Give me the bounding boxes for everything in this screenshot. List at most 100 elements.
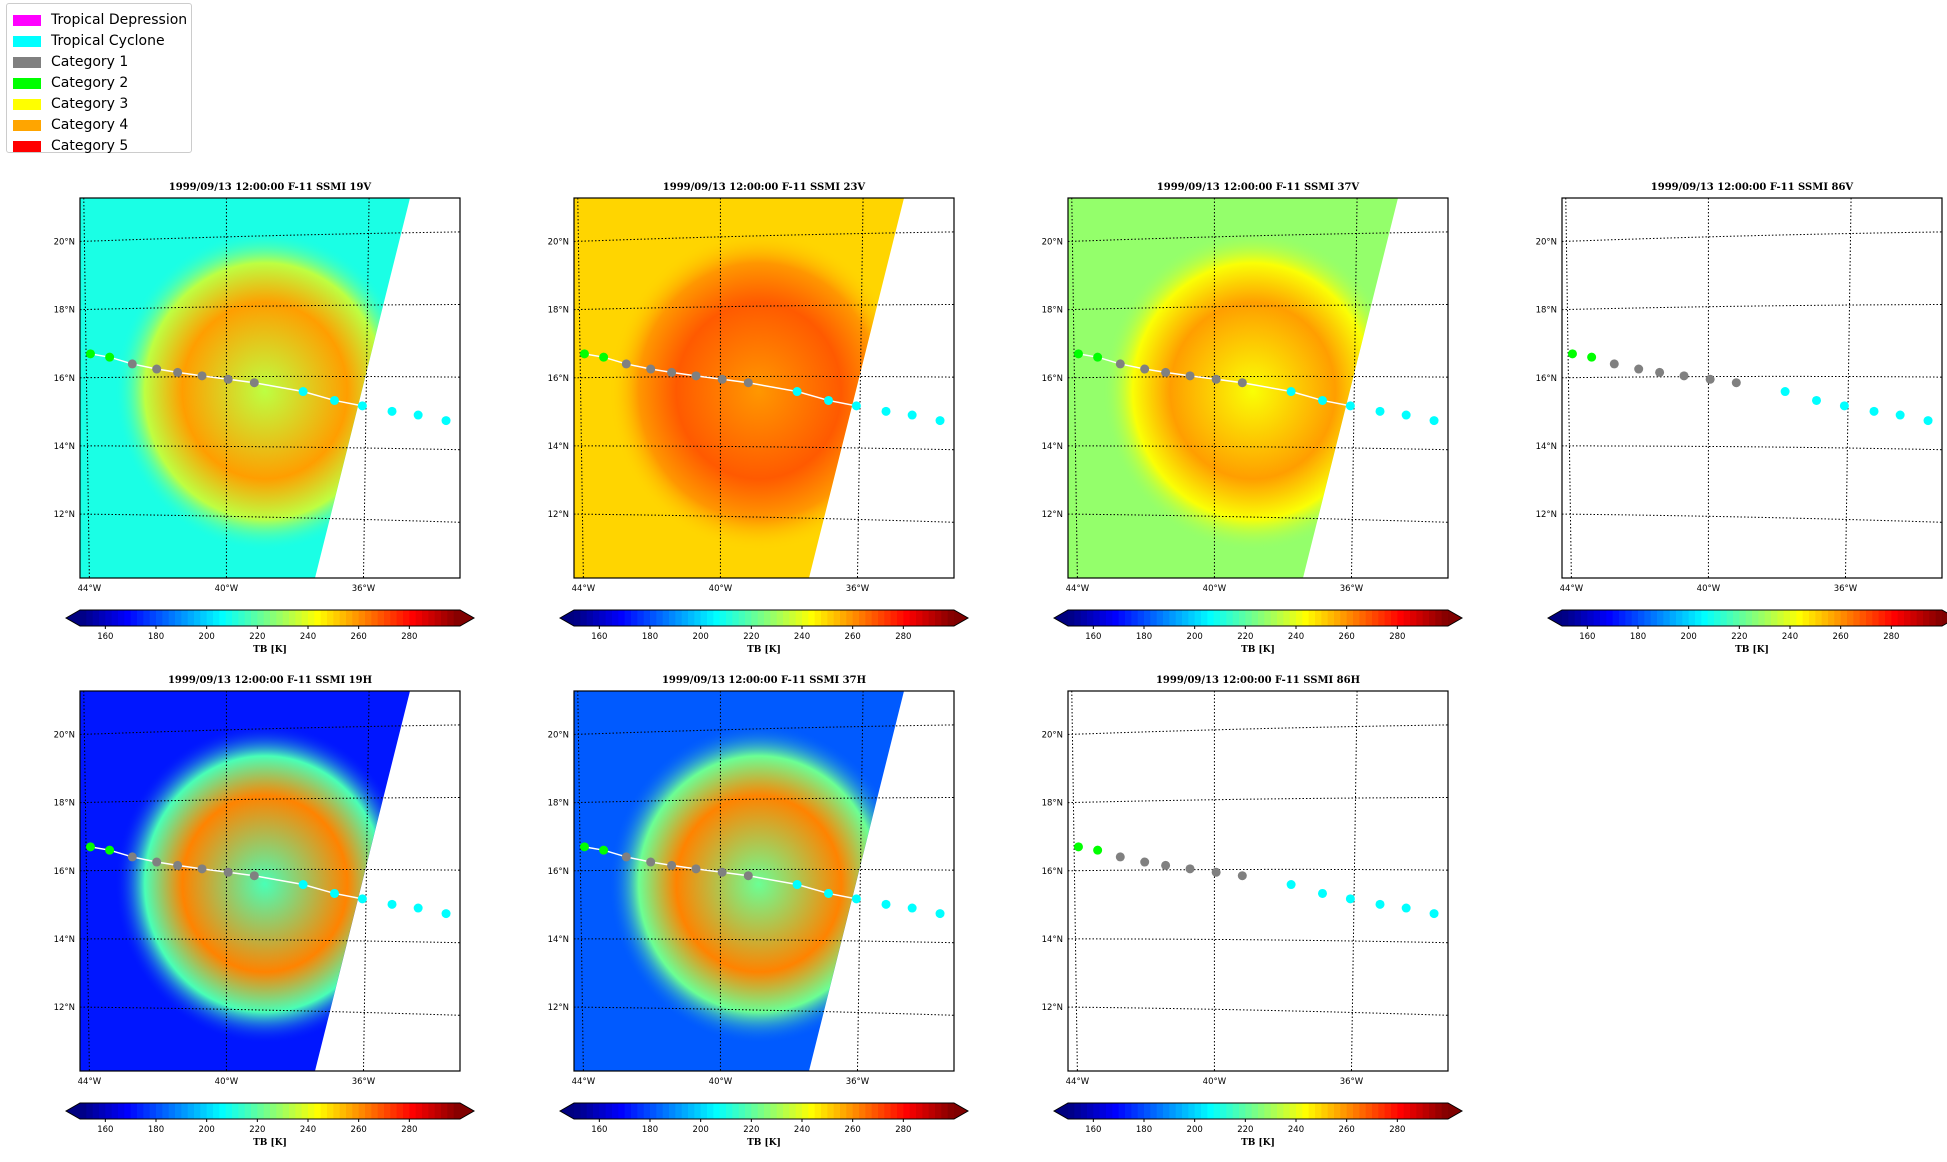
colorbar-segment [105,1103,113,1119]
colorbar-segment [156,1103,163,1119]
colorbar-segment [1441,610,1449,626]
colorbar-segment [447,1103,455,1119]
colorbar-segment [1391,1103,1398,1119]
legend-label: Tropical Cyclone [51,33,165,49]
lon-tick-label: 44°W [78,584,102,594]
colorbar-segment [1258,1103,1265,1119]
lat-gridline [1068,231,1448,242]
colorbar-segment [137,610,144,626]
track-point [579,842,589,852]
colorbar-segment [1334,1103,1341,1119]
colorbar-segment [333,610,341,626]
lat-gridline [574,445,954,451]
track-point [646,857,656,867]
colorbar-segment [1802,610,1810,626]
colorbar-segment [1726,610,1734,626]
colorbar-segment [200,610,208,626]
track-point [105,845,115,855]
colorbar-segment [707,1103,714,1119]
colorbar-segment [1131,610,1139,626]
colorbar-segment [118,610,125,626]
colorbar-segment [200,1103,208,1119]
colorbar-segment [624,610,632,626]
colorbar-segment [384,1103,391,1119]
colorbar-segment [738,610,746,626]
track-point [1317,888,1327,898]
colorbar-segment [453,610,461,626]
track-point [1839,401,1849,411]
colorbar-segment [1226,1103,1234,1119]
colorbar-segment [1859,610,1867,626]
map-chart: 1999/09/13 12:00:00 F-11 SSMI 37V 20°N 18°… [1042,182,1464,655]
colorbar-segment [878,610,885,626]
colorbar-segment [1372,1103,1379,1119]
colorbar-segment [206,610,214,626]
track-point [599,352,609,362]
lon-tick-label: 44°W [1066,584,1090,594]
colorbar-segment [1372,610,1379,626]
colorbar-segment [1891,610,1899,626]
colorbar-segment [130,610,138,626]
colorbar-segment [941,1103,949,1119]
lat-tick-label: 12°N [1042,1003,1063,1013]
colorbar-extend-high [954,610,968,626]
colorbar-segment [1796,610,1804,626]
lon-tick-label: 36°W [1340,584,1364,594]
chart-panel-86h: 1999/09/13 12:00:00 F-11 SSMI 86H 20°N 18°… [988,673,1478,1153]
colorbar-segment [1353,1103,1360,1119]
lon-tick-label: 36°W [352,584,376,594]
colorbar-segment [257,1103,265,1119]
colorbar-segment [1631,610,1639,626]
colorbar-segment [346,1103,353,1119]
lat-tick-label: 20°N [548,237,569,247]
colorbar-segment [1435,610,1443,626]
colorbar-segment [213,1103,220,1119]
colorbar-segment [1682,610,1690,626]
colorbar-segment [143,1103,151,1119]
legend-swatch [13,14,41,26]
colorbar-segment [137,1103,144,1119]
colorbar-segment [92,1103,100,1119]
colorbar-segment [1714,610,1721,626]
colorbar-tick-label: 260 [351,1125,367,1135]
track-point [1705,374,1715,384]
lon-tick-label: 36°W [1834,584,1858,594]
colorbar-segment [669,1103,676,1119]
lat-gridline [80,375,460,379]
lat-gridline [574,375,954,379]
track-point [1115,359,1125,369]
colorbar-tick-label: 180 [148,1125,164,1135]
track-point [1317,395,1327,405]
track-point [1429,909,1439,919]
colorbar-segment [1264,1103,1272,1119]
colorbar-segment [99,1103,106,1119]
colorbar-tick-label: 220 [1237,632,1253,642]
colorbar-segment [814,1103,822,1119]
colorbar-segment [909,1103,917,1119]
colorbar-segment [1397,1103,1405,1119]
colorbar-segment [92,610,100,626]
legend-swatch [13,119,41,131]
colorbar-segment [238,1103,246,1119]
colorbar-segment [922,1103,930,1119]
lat-tick-label: 14°N [1042,442,1063,452]
colorbar-segment [1277,1103,1284,1119]
lon-gridline [1565,198,1572,578]
colorbar-label: TB [K] [747,1138,781,1148]
track-point [823,888,833,898]
colorbar-segment [1441,1103,1449,1119]
colorbar-segment [1125,1103,1132,1119]
colorbar-segment [1422,1103,1430,1119]
colorbar-segment [574,1103,581,1119]
colorbar-segment [745,1103,752,1119]
colorbar-segment [1315,1103,1322,1119]
colorbar-segment [1612,610,1620,626]
colorbar-tick-label: 160 [591,632,607,642]
colorbar-segment [688,1103,695,1119]
colorbar-segment [1733,610,1740,626]
lat-tick-label: 18°N [54,799,75,809]
track-point [387,899,397,909]
colorbar-segment [897,1103,904,1119]
track-point [1140,364,1150,374]
track-point [881,899,891,909]
